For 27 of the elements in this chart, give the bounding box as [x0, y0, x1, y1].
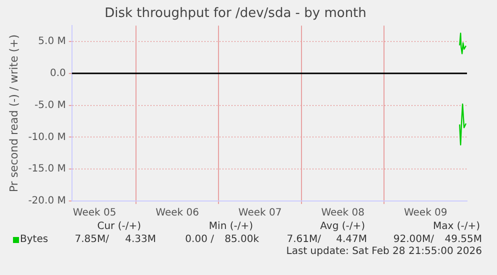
- y-tick-label: 0.0: [50, 68, 66, 80]
- text: Cur (-/+): [97, 221, 141, 232]
- text: 0.00 /: [185, 234, 214, 245]
- text: 7.61M/: [286, 234, 321, 245]
- x-tick-label: Week 06: [156, 208, 199, 219]
- text: Avg (-/+): [320, 221, 365, 232]
- legend-label: Bytes: [20, 234, 48, 245]
- x-tick-label: Week 05: [72, 208, 116, 219]
- text: 49.55M: [444, 234, 482, 245]
- text: 4.47M: [336, 234, 367, 245]
- text: 4.33M: [125, 234, 156, 245]
- text: Last update: Sat Feb 28 21:55:00 2026: [286, 246, 482, 257]
- x-tick-label: Week 09: [404, 208, 448, 219]
- chart-title: Disk throughput for /dev/sda - by month: [104, 6, 366, 22]
- text: Min (-/+): [208, 221, 253, 232]
- y-tick-label: 5.0 M: [38, 36, 66, 48]
- x-tick-label: Week 08: [321, 208, 365, 219]
- text: 7.85M/: [74, 234, 109, 245]
- text: Max (-/+): [432, 221, 480, 232]
- y-tick-label: -15.0 M: [28, 164, 66, 175]
- y-axis-title: Pr second read (-) / write (+): [7, 34, 20, 192]
- text: 92.00M/: [393, 234, 434, 245]
- y-tick-label: -10.0 M: [28, 132, 66, 143]
- x-tick-label: Week 07: [238, 208, 282, 219]
- text: 85.00k: [224, 234, 259, 245]
- y-tick-label: -20.0 M: [28, 196, 66, 207]
- y-tick-label: -5.0 M: [34, 100, 66, 111]
